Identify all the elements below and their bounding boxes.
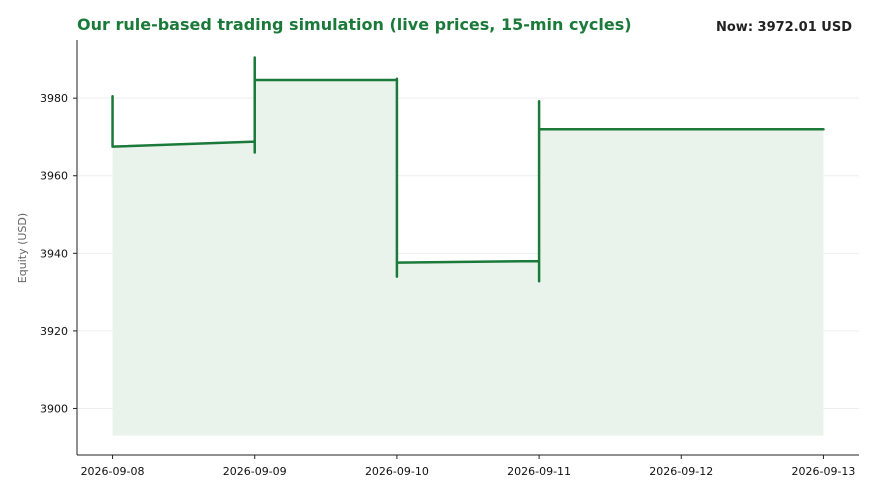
y-tick-label: 3920 [40,325,68,338]
x-tick-label: 2026-09-10 [365,465,429,478]
axes [76,40,859,456]
y-ticks: 3900 3920 3940 3960 3980 [40,92,77,415]
x-ticks: 2026-09-08 2026-09-09 2026-09-10 2026-09-11… [81,455,855,478]
x-tick-label: 2026-09-08 [81,465,145,478]
y-tick-label: 3940 [40,247,68,260]
x-tick-label: 2026-09-12 [649,465,713,478]
chart-title: Our rule-based trading simulation (live … [77,15,632,34]
y-tick-label: 3980 [40,92,68,105]
y-tick-label: 3900 [40,402,68,415]
equity-area [112,57,824,436]
x-tick-label: 2026-09-13 [791,465,855,478]
equity-line [111,56,825,283]
now-equity-label: Now: 3972.01 USD [716,20,852,35]
x-tick-label: 2026-09-11 [507,465,571,478]
y-axis-label: Equity (USD) [16,213,29,283]
x-tick-label: 2026-09-09 [223,465,287,478]
y-tick-label: 3960 [40,170,68,183]
line-layer [111,56,825,283]
area-layer [112,57,824,436]
